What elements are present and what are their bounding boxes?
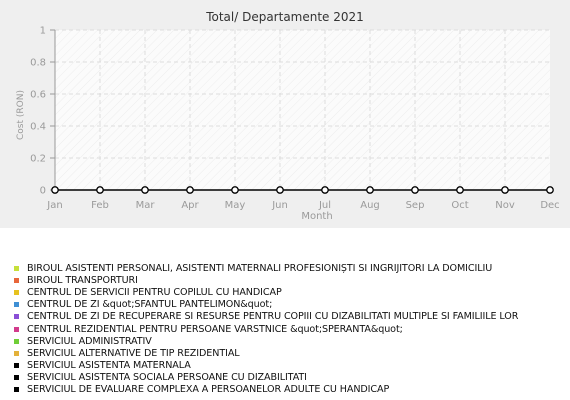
y-tick-label: 0.8 [30, 58, 46, 69]
x-tick-label: Nov [495, 200, 515, 211]
legend-item[interactable]: BIROUL ASISTENTI PERSONALI, ASISTENTI MA… [14, 262, 518, 274]
legend-label: SERVICIUL ALTERNATIVE DE TIP REZIDENTIAL [27, 347, 240, 359]
data-point [96, 186, 104, 194]
legend-label: CENTRUL DE ZI DE RECUPERARE SI RESURSE P… [27, 311, 519, 323]
data-point [411, 186, 419, 194]
legend: BIROUL ASISTENTI PERSONALI, ASISTENTI MA… [14, 262, 518, 396]
plot-area-pattern [55, 30, 550, 190]
data-point [456, 186, 464, 194]
legend-label: CENTRUL DE ZI &quot;SFANTUL PANTELIMON&q… [27, 299, 273, 311]
legend-swatch [14, 387, 19, 393]
legend-label: SERVICIUL ASISTENTA SOCIALA PERSOANE CU … [27, 372, 307, 384]
legend-item[interactable]: BIROUL TRANSPORTURI [14, 274, 518, 286]
data-point [141, 186, 149, 194]
legend-swatch [14, 289, 19, 295]
y-tick-label: 1 [40, 26, 46, 37]
line-chart: 0 0.2 0.4 0.6 0.8 1 Jan Feb Mar Apr May Jun Jul Aug Se… [30, 26, 560, 212]
y-axis-label: Cost (RON) [16, 90, 26, 140]
x-tick-label: Apr [181, 200, 199, 211]
legend-swatch [14, 314, 19, 320]
legend-swatch [14, 265, 19, 271]
x-tick-label: Dec [540, 200, 559, 211]
x-tick-label: Mar [136, 200, 156, 211]
chart-panel: 0 0.2 0.4 0.6 0.8 1 Jan Feb Mar Apr May Jun Jul Aug Se… [0, 0, 570, 228]
legend-item[interactable]: SERVICIUL DE EVALUARE COMPLEXA A PERSOAN… [14, 384, 518, 396]
x-tick-label: Aug [360, 200, 380, 211]
y-tick-label: 0.2 [30, 154, 46, 165]
legend-label: SERVICIUL ADMINISTRATIV [27, 335, 152, 347]
x-tick-label: Feb [91, 200, 109, 211]
data-point [546, 186, 554, 194]
data-point [501, 186, 509, 194]
legend-swatch [14, 302, 19, 308]
data-point [231, 186, 239, 194]
data-point [321, 186, 329, 194]
legend-swatch [14, 375, 19, 381]
legend-label: SERVICIUL ASISTENTA MATERNALA [27, 360, 191, 372]
x-tick-label: Oct [451, 200, 468, 211]
data-point [51, 186, 59, 194]
legend-item[interactable]: SERVICIUL ADMINISTRATIV [14, 335, 518, 347]
chart-title: Total/ Departamente 2021 [206, 10, 364, 24]
y-tick-label: 0.6 [30, 90, 46, 101]
x-tick-label: Jun [271, 200, 288, 211]
legend-item[interactable]: SERVICIUL ASISTENTA SOCIALA PERSOANE CU … [14, 372, 518, 384]
x-axis-label: Month [301, 211, 333, 222]
data-point [366, 186, 374, 194]
legend-label: CENTRUL DE SERVICII PENTRU COPILUL CU HA… [27, 286, 282, 298]
legend-swatch [14, 326, 19, 332]
legend-label: BIROUL ASISTENTI PERSONALI, ASISTENTI MA… [27, 262, 493, 274]
legend-swatch [14, 338, 19, 344]
x-tick-label: May [225, 200, 246, 211]
legend-label: CENTRUL REZIDENTIAL PENTRU PERSOANE VARS… [27, 323, 403, 335]
data-point [186, 186, 194, 194]
legend-swatch [14, 350, 19, 356]
x-tick-label: Jan [46, 200, 62, 211]
legend-label: BIROUL TRANSPORTURI [27, 274, 138, 286]
x-tick-label: Sep [406, 200, 425, 211]
legend-item[interactable]: SERVICIUL ALTERNATIVE DE TIP REZIDENTIAL [14, 347, 518, 359]
legend-item[interactable]: CENTRUL DE ZI &quot;SFANTUL PANTELIMON&q… [14, 299, 518, 311]
y-tick-label: 0 [40, 186, 46, 197]
data-point [276, 186, 284, 194]
legend-swatch [14, 363, 19, 369]
legend-swatch [14, 277, 19, 283]
y-tick-label: 0.4 [30, 122, 46, 133]
legend-item[interactable]: CENTRUL REZIDENTIAL PENTRU PERSOANE VARS… [14, 323, 518, 335]
legend-label: SERVICIUL DE EVALUARE COMPLEXA A PERSOAN… [27, 384, 390, 396]
x-tick-label: Jul [318, 200, 331, 211]
legend-item[interactable]: SERVICIUL ASISTENTA MATERNALA [14, 360, 518, 372]
legend-item[interactable]: CENTRUL DE SERVICII PENTRU COPILUL CU HA… [14, 286, 518, 298]
legend-item[interactable]: CENTRUL DE ZI DE RECUPERARE SI RESURSE P… [14, 311, 518, 323]
